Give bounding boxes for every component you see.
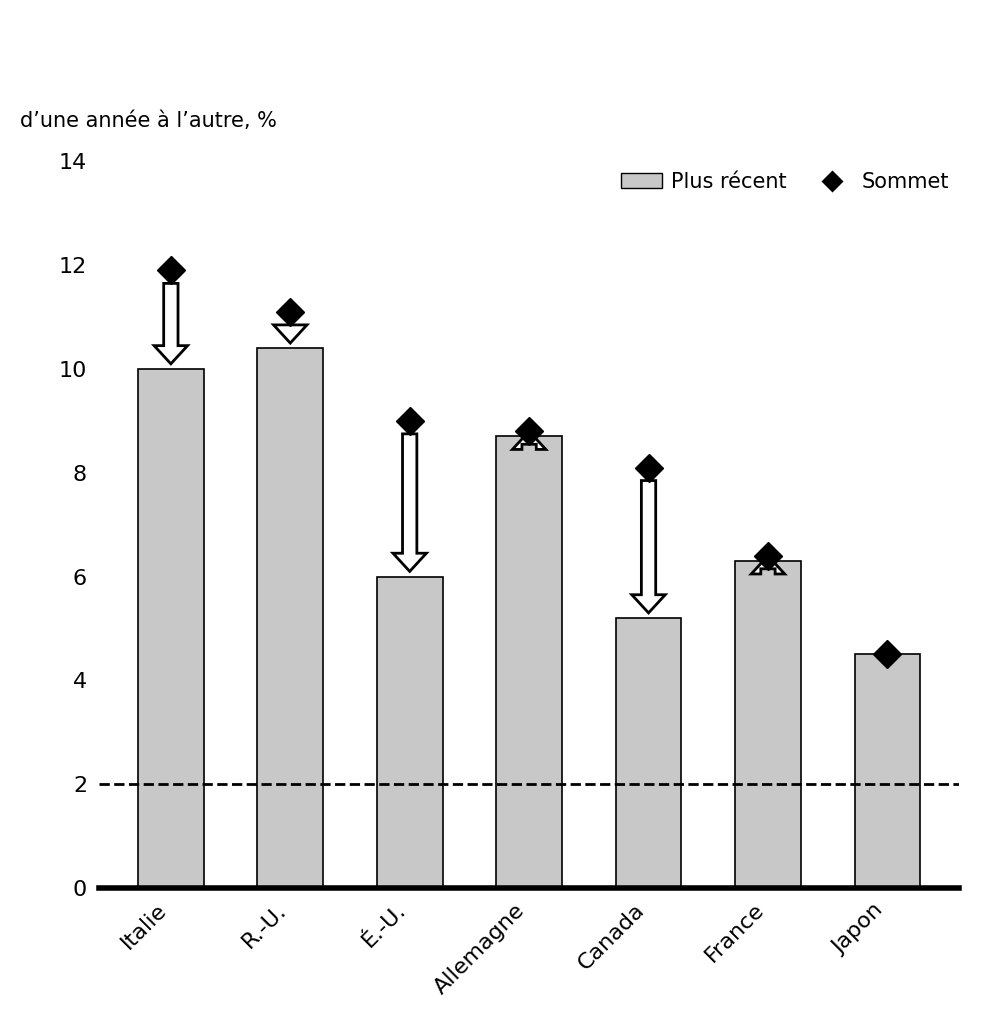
Bar xyxy=(616,619,681,888)
Bar xyxy=(496,437,562,888)
FancyArrow shape xyxy=(512,431,546,449)
FancyArrow shape xyxy=(393,434,426,571)
Bar xyxy=(735,561,801,888)
Bar xyxy=(377,576,442,888)
Bar xyxy=(257,348,323,888)
Text: d’une année à l’autre, %: d’une année à l’autre, % xyxy=(20,111,277,131)
FancyArrow shape xyxy=(632,480,666,612)
FancyArrow shape xyxy=(154,284,188,364)
Bar xyxy=(138,369,204,888)
Bar xyxy=(854,655,920,888)
FancyArrow shape xyxy=(274,325,307,343)
Legend: Plus récent, Sommet: Plus récent, Sommet xyxy=(621,172,948,192)
FancyArrow shape xyxy=(752,556,784,574)
